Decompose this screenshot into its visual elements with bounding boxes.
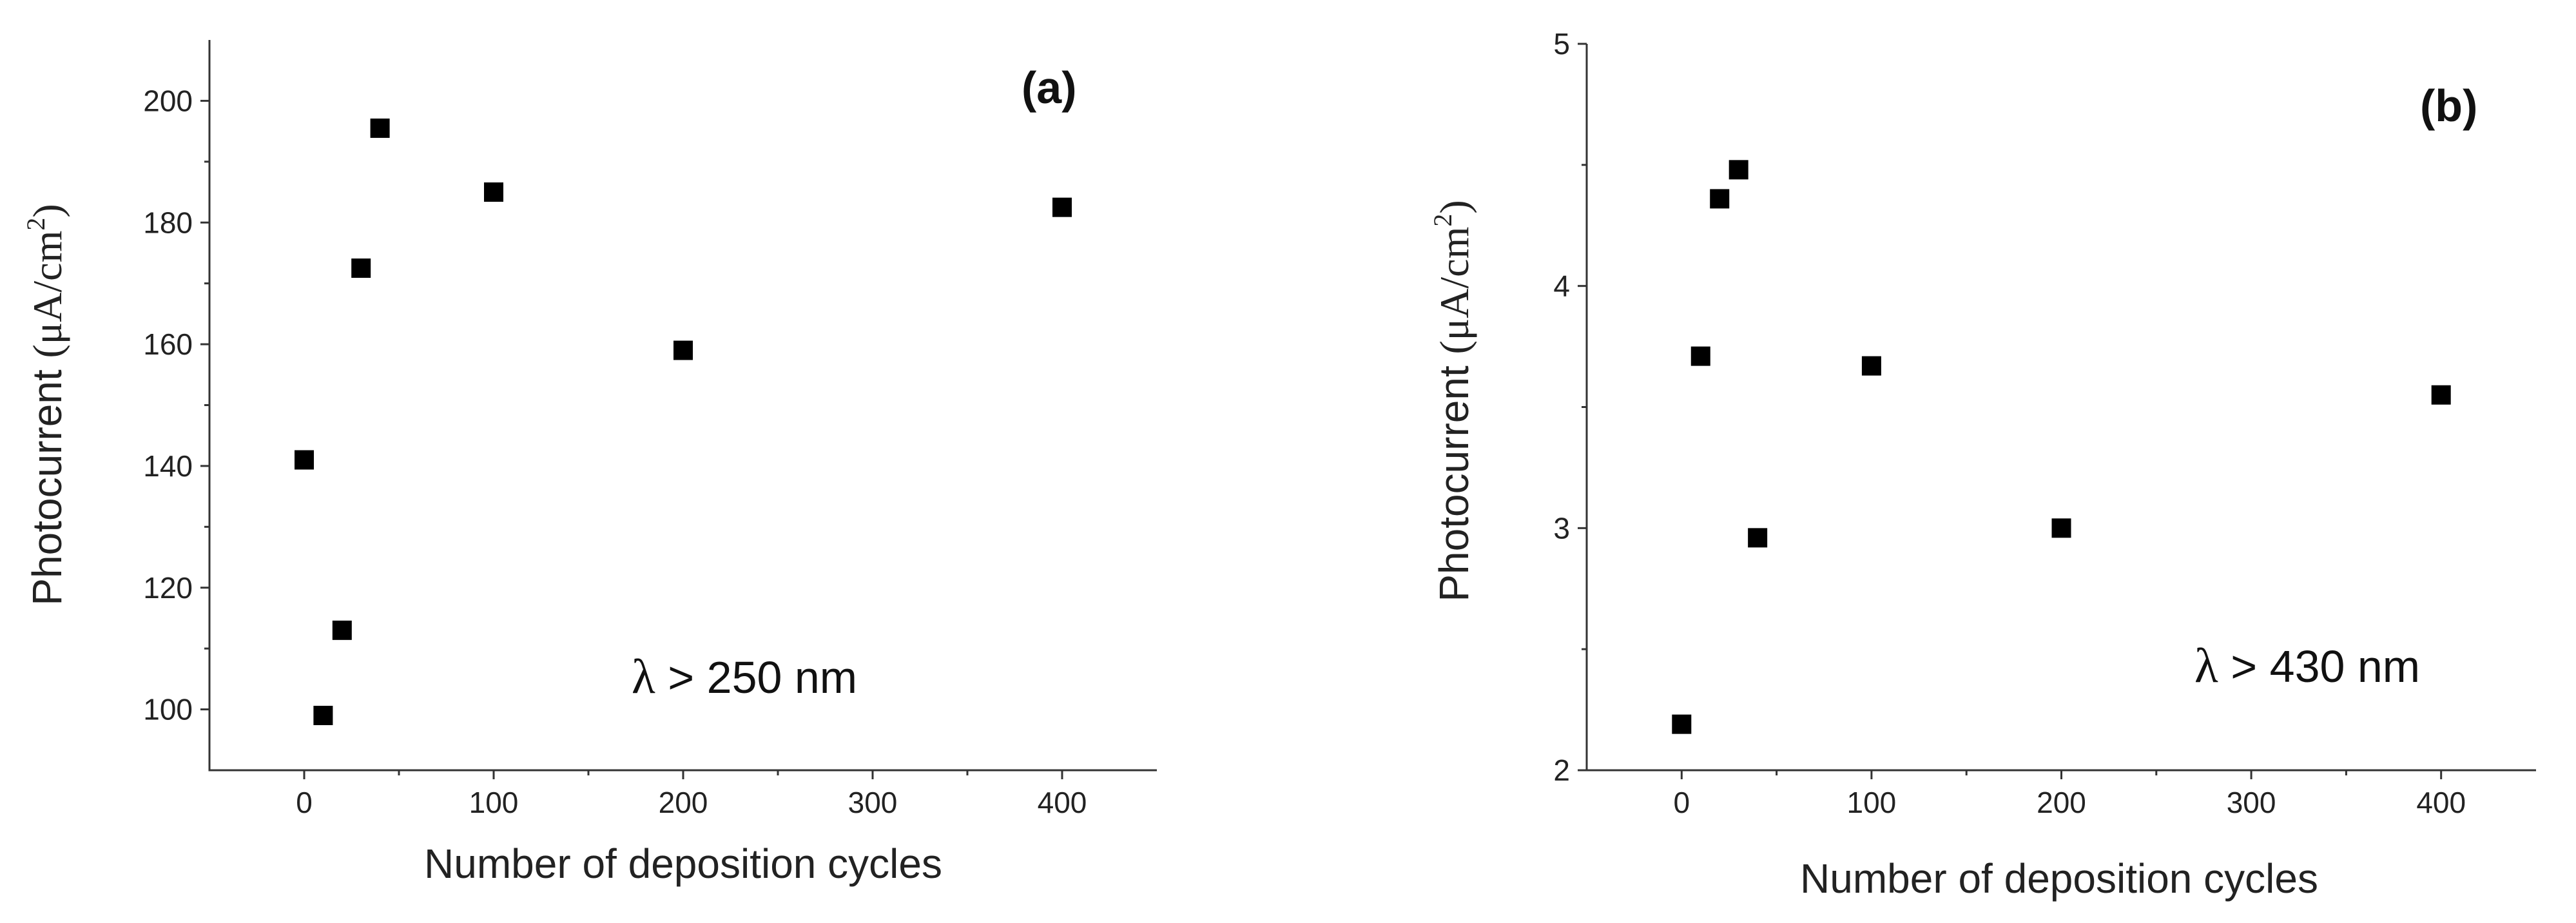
panel-a-data-point xyxy=(295,450,314,470)
panel-b-tick-labels: 0 100 200 300 400 2 3 4 5 xyxy=(1553,27,2466,819)
panel-a-y-tick-label: 140 xyxy=(143,449,193,483)
panel-b-x-tick-label: 200 xyxy=(2037,786,2086,819)
panel-b-data-point xyxy=(2051,518,2071,538)
panel-a-tick-labels: 0 100 200 300 400 100 120 140 160 180 200 xyxy=(143,84,1087,819)
panel-b-data-point xyxy=(1748,528,1768,548)
panel-a-annotation-text: > 250 nm xyxy=(655,652,857,703)
panel-b-data-point xyxy=(1672,714,1692,734)
panel-a-data-point xyxy=(1052,197,1072,217)
panel-b: 0 100 200 300 400 2 3 4 5 (b) λ > 430 nm Number … xyxy=(1428,27,2536,902)
panel-a-data-point xyxy=(313,706,333,726)
panel-a-x-tick-label: 300 xyxy=(848,786,898,819)
panel-a-x-tick-label: 200 xyxy=(659,786,708,819)
panel-a-annotation: λ > 250 nm xyxy=(632,650,857,704)
panel-a-x-tick-label: 400 xyxy=(1038,786,1087,819)
panel-b-points xyxy=(1672,160,2451,734)
panel-a-x-tick-label: 100 xyxy=(469,786,519,819)
panel-b-y-tick-label: 5 xyxy=(1553,27,1570,61)
panel-a-ylabel: Photocurrent (μA/cm2) xyxy=(21,204,70,605)
panel-b-y-tick-label: 2 xyxy=(1553,753,1570,787)
panel-b-label: (b) xyxy=(2420,81,2477,131)
panel-b-y-tick-label: 4 xyxy=(1553,269,1570,303)
panel-b-annotation-symbol: λ xyxy=(2194,639,2218,693)
panel-a-ylabel-main: Photocurrent xyxy=(24,358,70,605)
panel-a-y-tick-label: 180 xyxy=(143,206,193,239)
panel-b-ylabel-sup: 2 xyxy=(1428,214,1457,227)
panel-a-ylabel-unit: (μA/cm xyxy=(24,231,70,358)
panel-b-ylabel-unit: (μA/cm xyxy=(1431,227,1477,355)
panel-a-x-tick-label: 0 xyxy=(296,786,313,819)
panel-b-data-point xyxy=(1690,346,1710,366)
panel-a: 0 100 200 300 400 100 120 140 160 180 200 (a) λ > … xyxy=(21,40,1157,887)
panel-a-data-point xyxy=(332,620,352,640)
panel-b-data-point xyxy=(1710,189,1730,209)
panel-a-label: (a) xyxy=(1022,63,1077,113)
panel-a-data-point xyxy=(351,258,371,278)
panel-b-x-tick-label: 100 xyxy=(1847,786,1897,819)
panel-b-data-point xyxy=(1729,160,1748,180)
panel-b-annotation-text: > 430 nm xyxy=(2218,641,2420,692)
panel-b-ylabel-main: Photocurrent xyxy=(1431,354,1477,601)
panel-a-y-tick-label: 120 xyxy=(143,571,193,605)
panel-a-ylabel-sup: 2 xyxy=(21,218,50,231)
panel-a-xlabel: Number of deposition cycles xyxy=(424,840,942,887)
panel-a-ylabel-close: ) xyxy=(24,204,70,217)
panel-a-data-point xyxy=(484,182,503,202)
panel-b-x-tick-label: 0 xyxy=(1674,786,1690,819)
panel-b-ticks xyxy=(1578,43,2443,779)
panel-a-data-point xyxy=(370,118,390,138)
panel-a-y-tick-label: 200 xyxy=(143,84,193,117)
panel-a-annotation-symbol: λ xyxy=(632,650,655,704)
panel-b-x-tick-label: 400 xyxy=(2416,786,2466,819)
panel-b-y-tick-label: 3 xyxy=(1553,511,1570,545)
panel-b-data-point xyxy=(2431,385,2451,405)
panel-a-data-point xyxy=(673,340,693,360)
panel-b-data-point xyxy=(1861,356,1881,376)
panel-b-ylabel: Photocurrent (μA/cm2) xyxy=(1428,200,1477,601)
panel-b-ylabel-close: ) xyxy=(1431,200,1477,213)
panel-a-y-tick-label: 100 xyxy=(143,693,193,726)
panel-b-xlabel: Number of deposition cycles xyxy=(1800,855,2318,902)
panel-b-x-tick-label: 300 xyxy=(2227,786,2276,819)
panel-a-y-tick-label: 160 xyxy=(143,327,193,361)
panel-a-ticks xyxy=(200,99,1063,779)
panel-b-annotation: λ > 430 nm xyxy=(2194,639,2420,693)
panel-a-points xyxy=(295,118,1072,726)
